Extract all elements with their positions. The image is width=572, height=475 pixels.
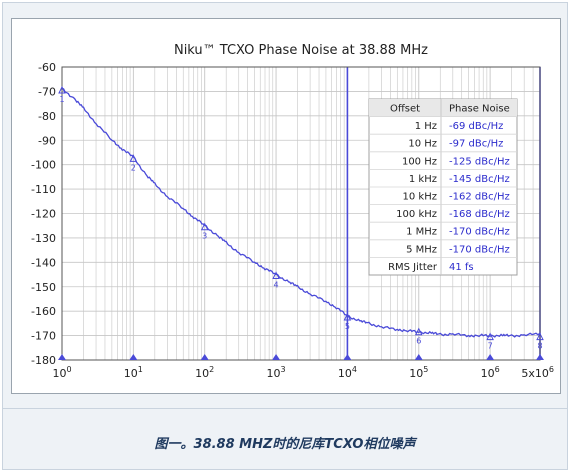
- phase-noise-figure: Niku™ TCXO Phase Noise at 38.88 MHz -60 -7…: [11, 18, 561, 394]
- marker-label: 4: [274, 281, 279, 290]
- y-tick-label: -170: [31, 330, 56, 343]
- table-cell-phase-noise: -170 dBc/Hz: [449, 244, 510, 255]
- marker-triangle: [486, 332, 494, 341]
- axis-marker-triangle: [272, 354, 281, 360]
- x-tick-label: 103: [267, 365, 286, 380]
- caption-divider: [3, 408, 567, 409]
- axis-marker-triangle: [58, 354, 66, 360]
- y-tick-label: -60: [38, 61, 56, 74]
- table-cell-offset: 1 kHz: [409, 174, 437, 185]
- table-cell-phase-noise: -170 dBc/Hz: [449, 227, 510, 238]
- x-tick-label: 106: [481, 365, 500, 380]
- table-cell-offset: 10 kHz: [403, 192, 437, 203]
- table-cell-offset: RMS Jitter: [388, 262, 438, 273]
- y-tick-label: -120: [31, 208, 56, 221]
- marker-label: 7: [488, 342, 493, 351]
- table-cell-phase-noise: 41 fs: [449, 262, 474, 273]
- marker-triangle: [414, 327, 423, 336]
- y-tick-label: -160: [31, 305, 56, 318]
- y-tick-label: -100: [31, 159, 56, 172]
- x-tick-label: 104: [338, 365, 357, 380]
- table-cell-phase-noise: -168 dBc/Hz: [449, 209, 510, 220]
- y-tick-label: -140: [31, 256, 56, 269]
- table-cell-offset: 10 Hz: [408, 139, 437, 150]
- table-cell-offset: 1 Hz: [415, 121, 437, 132]
- figure-card: Niku™ TCXO Phase Noise at 38.88 MHz -60 -7…: [2, 2, 568, 470]
- y-tick-label: -150: [31, 281, 56, 294]
- phase-noise-table: Offset Phase Noise 1 Hz -69 dBc/Hz 10 Hz -97 …: [368, 98, 518, 276]
- figure-caption: 图一。38.88 MHZ时的尼库TCXO相位噪声: [154, 437, 416, 452]
- table-header-offset: Offset: [390, 104, 420, 115]
- phase-noise-chart: Niku™ TCXO Phase Noise at 38.88 MHz -60 -7…: [31, 43, 554, 380]
- table-header-bg: [369, 99, 517, 117]
- plot-border: [61, 66, 541, 361]
- marker-triangle: [272, 271, 280, 280]
- marker-label: 1: [59, 95, 64, 104]
- x-tick-label: 100: [52, 365, 71, 380]
- axis-marker-triangle: [536, 354, 544, 360]
- x-tick-label: 101: [124, 365, 143, 380]
- y-tick-label: -70: [38, 85, 56, 98]
- y-tick-label: -90: [38, 134, 56, 147]
- table-header-phase-noise: Phase Noise: [449, 104, 510, 115]
- table-cell-offset: 100 kHz: [396, 209, 437, 220]
- marker-label: 5: [345, 322, 350, 331]
- x-tick-label: 102: [195, 365, 214, 380]
- x-tick-label: 5x106: [521, 365, 554, 380]
- y-tick-label: -180: [31, 354, 56, 367]
- chart-title: Niku™ TCXO Phase Noise at 38.88 MHz: [174, 43, 428, 58]
- marker-label: 6: [416, 337, 421, 346]
- marker-triangle: [58, 85, 66, 94]
- marker-label: 2: [131, 163, 136, 172]
- axis-marker-triangle: [129, 354, 138, 360]
- table-cell-offset: 1 MHz: [406, 227, 437, 238]
- marker-triangle: [536, 332, 544, 341]
- table-cell-phase-noise: -97 dBc/Hz: [449, 139, 503, 150]
- axis-marker-triangle: [200, 354, 209, 360]
- marker-triangle: [343, 312, 352, 321]
- phase-noise-line: [61, 87, 541, 338]
- table-cell-phase-noise: -162 dBc/Hz: [449, 192, 510, 203]
- y-tick-label: -130: [31, 232, 56, 245]
- table-cell-offset: 100 Hz: [402, 156, 437, 167]
- marker-label: 8: [537, 342, 542, 351]
- marker-triangle: [129, 154, 138, 162]
- marker-triangle: [200, 222, 209, 231]
- axis-marker-triangle: [486, 354, 495, 360]
- marker-label: 3: [202, 232, 207, 241]
- table-cell-offset: 5 MHz: [406, 244, 437, 255]
- y-tick-label: -80: [38, 110, 56, 123]
- table-cell-phase-noise: -145 dBc/Hz: [449, 174, 510, 185]
- axis-marker-triangle: [414, 354, 423, 360]
- y-tick-label: -110: [31, 183, 56, 196]
- table-cell-phase-noise: -69 dBc/Hz: [449, 121, 503, 132]
- axis-marker-triangle: [343, 354, 352, 360]
- x-tick-label: 105: [409, 365, 428, 380]
- table-cell-phase-noise: -125 dBc/Hz: [449, 156, 510, 167]
